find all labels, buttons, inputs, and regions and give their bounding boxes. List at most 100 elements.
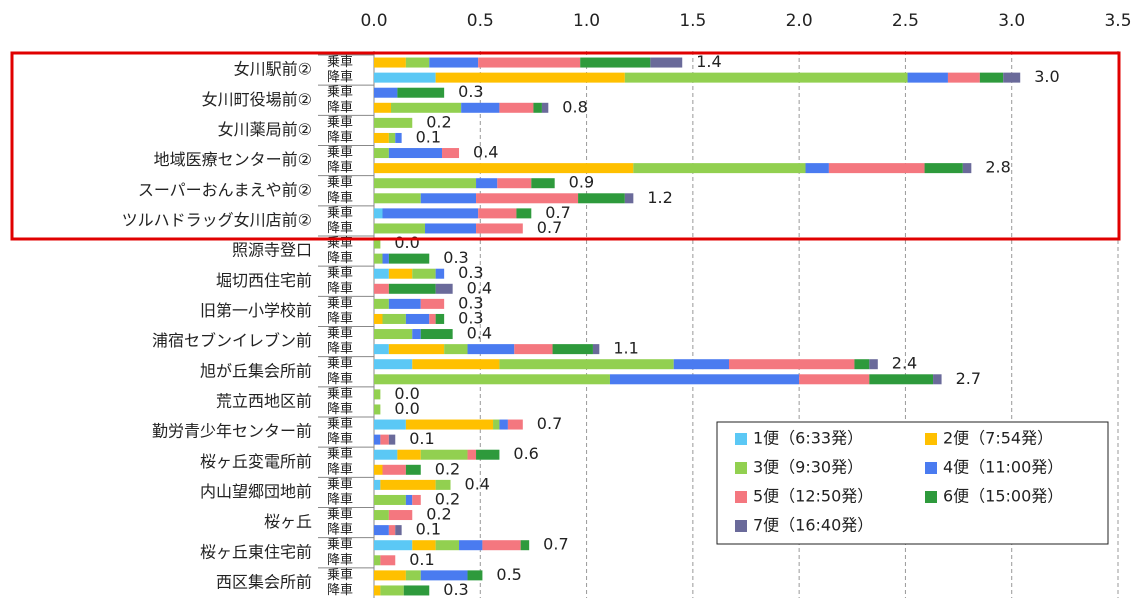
bar-segment bbox=[467, 344, 515, 355]
total-label: 0.3 bbox=[458, 263, 483, 282]
stop-label: 桜ヶ丘 bbox=[264, 512, 312, 531]
bar-segment bbox=[374, 359, 413, 370]
total-label: 0.3 bbox=[458, 308, 483, 327]
stop-label: 桜ヶ丘変電所前 bbox=[200, 452, 312, 471]
total-label: 0.8 bbox=[562, 97, 587, 116]
row-label: 降車 bbox=[327, 432, 353, 447]
bar-segment bbox=[388, 510, 413, 521]
row-label: 降車 bbox=[327, 372, 353, 387]
row-label: 降車 bbox=[327, 583, 353, 598]
bar-segment bbox=[374, 238, 381, 249]
legend-label: 7便（16:40発） bbox=[753, 516, 873, 535]
row-label: 乗車 bbox=[327, 538, 353, 553]
bar-segment bbox=[374, 344, 389, 355]
bar-segment bbox=[420, 570, 468, 581]
bar-segment bbox=[374, 178, 477, 189]
total-label: 0.7 bbox=[537, 218, 562, 237]
legend-box bbox=[716, 421, 1109, 545]
legend-swatch bbox=[735, 433, 747, 445]
bar-segment bbox=[388, 148, 443, 159]
bar-segment bbox=[374, 253, 383, 264]
legend-swatch bbox=[925, 462, 937, 474]
bar-segment bbox=[374, 148, 389, 159]
bar-segment bbox=[388, 298, 421, 309]
row-label: 降車 bbox=[327, 251, 353, 266]
x-tick-label: 1.5 bbox=[679, 11, 706, 31]
bar-segment bbox=[476, 223, 523, 234]
bar-segment bbox=[374, 117, 413, 128]
bar-segment bbox=[374, 374, 610, 385]
row-label: 乗車 bbox=[327, 176, 353, 191]
x-tick-label: 3.5 bbox=[1104, 11, 1131, 31]
bar-segment bbox=[541, 102, 549, 113]
row-label: 降車 bbox=[327, 492, 353, 507]
legend-label: 3便（9:30発） bbox=[753, 458, 863, 477]
total-label: 0.7 bbox=[537, 414, 562, 433]
bar-segment bbox=[497, 178, 532, 189]
bar-segment bbox=[444, 344, 468, 355]
legend-label: 5便（12:50発） bbox=[753, 487, 873, 506]
bar-segment bbox=[374, 389, 381, 400]
bar-segment bbox=[467, 449, 477, 460]
bar-segment bbox=[499, 359, 674, 370]
total-label: 0.1 bbox=[409, 429, 434, 448]
bar-segment bbox=[507, 419, 523, 430]
bar-segment bbox=[854, 359, 870, 370]
bar-segment bbox=[580, 57, 651, 68]
bar-segment bbox=[374, 208, 383, 219]
bar-segment bbox=[374, 298, 389, 309]
bar-segment bbox=[420, 193, 477, 204]
stop-label: 浦宿セブンイレブン前 bbox=[152, 331, 312, 350]
row-label: 乗車 bbox=[327, 206, 353, 221]
bar-segment bbox=[435, 313, 445, 324]
bar-segment bbox=[374, 540, 413, 551]
total-label: 2.4 bbox=[892, 354, 917, 373]
bar-segment bbox=[533, 102, 542, 113]
legend-swatch bbox=[925, 433, 937, 445]
bar-segment bbox=[516, 208, 532, 219]
legend-label: 2便（7:54発） bbox=[943, 429, 1053, 448]
row-label: 降車 bbox=[327, 191, 353, 206]
row-label: 降車 bbox=[327, 221, 353, 236]
bar-segment bbox=[388, 253, 430, 264]
bar-segment bbox=[395, 525, 402, 536]
bar-segment bbox=[374, 313, 383, 324]
bar-segment bbox=[412, 329, 421, 340]
total-label: 0.3 bbox=[458, 293, 483, 312]
bar-segment bbox=[425, 223, 477, 234]
bar-segment bbox=[624, 193, 634, 204]
x-tick-label: 0.0 bbox=[360, 11, 387, 31]
row-label: 乗車 bbox=[327, 146, 353, 161]
x-tick-label: 3.0 bbox=[998, 11, 1025, 31]
x-tick-label: 2.5 bbox=[892, 11, 919, 31]
bar-segment bbox=[388, 283, 436, 294]
x-tick-label: 1.0 bbox=[573, 11, 600, 31]
total-label: 0.4 bbox=[473, 143, 498, 162]
total-label: 0.5 bbox=[496, 565, 521, 584]
row-label: 乗車 bbox=[327, 357, 353, 372]
bar-segment bbox=[467, 570, 483, 581]
stop-label: 女川駅前② bbox=[234, 60, 312, 79]
bar-segment bbox=[374, 223, 426, 234]
bar-segment bbox=[420, 329, 453, 340]
total-label: 0.7 bbox=[543, 535, 568, 554]
bar-segment bbox=[435, 283, 453, 294]
bar-segment bbox=[374, 449, 398, 460]
row-label: 降車 bbox=[327, 462, 353, 477]
bar-segment bbox=[435, 540, 460, 551]
bar-segment bbox=[374, 585, 381, 596]
row-label: 降車 bbox=[327, 161, 353, 176]
row-label: 乗車 bbox=[327, 55, 353, 70]
row-label: 乗車 bbox=[327, 266, 353, 281]
bar-segment bbox=[391, 102, 462, 113]
row-label: 乗車 bbox=[327, 477, 353, 492]
total-label: 0.2 bbox=[435, 459, 460, 478]
total-label: 0.2 bbox=[435, 489, 460, 508]
bar-segment bbox=[405, 494, 413, 505]
stop-label: 女川薬局前② bbox=[218, 120, 312, 139]
total-label: 0.7 bbox=[545, 203, 570, 222]
total-label: 0.4 bbox=[467, 278, 492, 297]
bar-segment bbox=[412, 268, 436, 279]
bar-segment bbox=[395, 132, 402, 143]
bar-segment bbox=[1003, 72, 1021, 83]
